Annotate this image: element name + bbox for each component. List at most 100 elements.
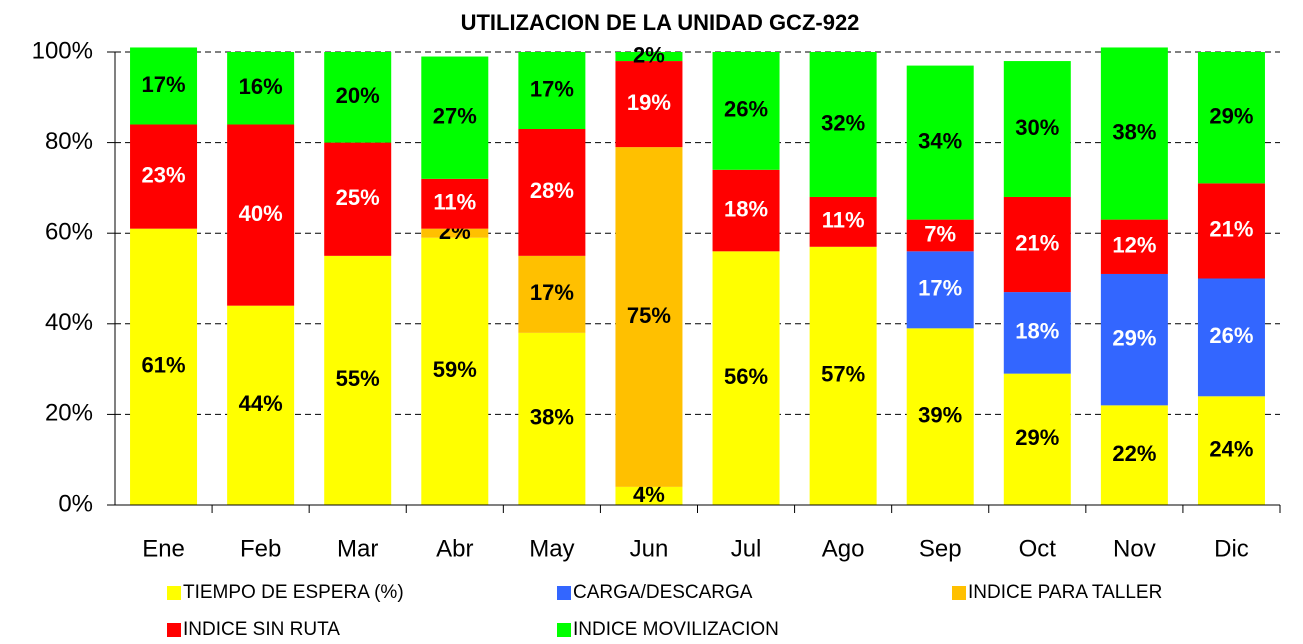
bar-segment bbox=[1003, 61, 1071, 197]
bar-segment bbox=[518, 52, 586, 130]
bar-segment bbox=[1003, 373, 1071, 505]
bar-segment bbox=[227, 52, 295, 125]
bar-segment bbox=[227, 124, 295, 306]
bar-segment bbox=[518, 129, 586, 256]
bar-segment bbox=[615, 486, 683, 505]
bar-segment bbox=[906, 219, 974, 252]
legend-label: INDICE MOVILIZACION bbox=[573, 619, 779, 640]
data-label: 17% bbox=[142, 72, 186, 97]
y-tick-label: 60% bbox=[45, 219, 93, 246]
x-tick-label: Nov bbox=[1113, 535, 1156, 562]
data-label: 38% bbox=[530, 405, 574, 430]
data-label: 39% bbox=[918, 402, 962, 427]
data-label: 26% bbox=[724, 97, 768, 122]
data-label: 11% bbox=[822, 208, 865, 233]
data-label: 7% bbox=[924, 221, 956, 246]
data-label: 32% bbox=[821, 110, 865, 135]
y-tick-label: 80% bbox=[45, 128, 93, 155]
bar-segment bbox=[518, 255, 586, 333]
legend-label: INDICE PARA TALLER bbox=[968, 582, 1162, 603]
bar-segment bbox=[421, 237, 489, 506]
data-label: 18% bbox=[1015, 319, 1059, 344]
legend-swatch bbox=[557, 586, 571, 600]
data-label: 30% bbox=[1015, 115, 1059, 140]
data-label: 17% bbox=[530, 280, 574, 305]
x-tick-label: Abr bbox=[436, 535, 473, 562]
data-label: 22% bbox=[1112, 441, 1156, 466]
data-label: 25% bbox=[336, 185, 380, 210]
bar-segment bbox=[227, 305, 295, 505]
bar-segment bbox=[809, 52, 877, 197]
data-label: 56% bbox=[724, 364, 768, 389]
bar-segment bbox=[906, 251, 974, 329]
data-label: 55% bbox=[336, 366, 380, 391]
bar-segment bbox=[1197, 278, 1265, 397]
data-label: 24% bbox=[1209, 436, 1253, 461]
legend-swatch bbox=[557, 623, 571, 637]
bar-segment bbox=[421, 228, 489, 238]
x-tick-label: May bbox=[529, 535, 574, 562]
x-tick-label: Ene bbox=[142, 535, 185, 562]
data-label: 12% bbox=[1112, 233, 1156, 258]
legend-swatch bbox=[952, 586, 966, 600]
bar-segment bbox=[130, 47, 198, 125]
bar-segment bbox=[421, 56, 489, 179]
data-label: 26% bbox=[1209, 323, 1253, 348]
data-label: 2% bbox=[633, 42, 665, 67]
bar-segment bbox=[324, 52, 392, 143]
data-label: 28% bbox=[530, 178, 574, 203]
data-label: 17% bbox=[918, 276, 962, 301]
bar-segment bbox=[1197, 183, 1265, 279]
bar-segment bbox=[712, 52, 780, 170]
bar-segment bbox=[615, 52, 683, 62]
bar-segment bbox=[130, 124, 198, 229]
x-tick-label: Feb bbox=[240, 535, 281, 562]
data-label: 29% bbox=[1209, 103, 1253, 128]
data-label: 17% bbox=[530, 76, 574, 101]
x-tick-label: Ago bbox=[822, 535, 865, 562]
y-tick-label: 40% bbox=[45, 309, 93, 336]
data-label: 40% bbox=[239, 201, 283, 226]
y-tick-label: 20% bbox=[45, 400, 93, 427]
bar-segment bbox=[809, 196, 877, 247]
data-label: 29% bbox=[1015, 425, 1059, 450]
data-label: 61% bbox=[142, 353, 186, 378]
x-tick-label: Oct bbox=[1019, 535, 1057, 562]
bar-segment bbox=[615, 61, 683, 148]
data-label: 57% bbox=[821, 362, 865, 387]
bar-segment bbox=[324, 142, 392, 256]
data-label: 29% bbox=[1112, 325, 1156, 350]
data-label: 20% bbox=[336, 83, 380, 108]
bar-segment bbox=[324, 255, 392, 505]
chart-title: UTILIZACION DE LA UNIDAD GCZ-922 bbox=[461, 10, 860, 35]
legend-swatch bbox=[167, 623, 181, 637]
x-tick-label: Dic bbox=[1214, 535, 1249, 562]
bar-segment bbox=[1100, 273, 1168, 406]
bar-segment bbox=[421, 178, 489, 229]
x-tick-label: Jul bbox=[731, 535, 762, 562]
bar-segment bbox=[712, 251, 780, 505]
legend-label: INDICE SIN RUTA bbox=[183, 619, 340, 640]
data-label: 44% bbox=[239, 391, 283, 416]
bar-segment bbox=[809, 246, 877, 506]
data-label: 18% bbox=[724, 196, 768, 221]
legend-swatch bbox=[167, 586, 181, 600]
legend-label: CARGA/DESCARGA bbox=[573, 582, 753, 603]
bar-segment bbox=[1003, 292, 1071, 374]
data-label: 23% bbox=[142, 162, 186, 187]
bar-segment bbox=[1197, 396, 1265, 505]
y-tick-label: 100% bbox=[32, 37, 93, 64]
bar-segment bbox=[906, 328, 974, 505]
data-label: 19% bbox=[627, 90, 671, 115]
data-label: 11% bbox=[433, 190, 476, 215]
bar-segment bbox=[130, 228, 198, 506]
data-label: 38% bbox=[1112, 119, 1156, 144]
bar-segment bbox=[1100, 47, 1168, 220]
bar-segment bbox=[615, 147, 683, 487]
data-label: 34% bbox=[918, 128, 962, 153]
x-tick-label: Jun bbox=[630, 535, 669, 562]
legend-label: TIEMPO DE ESPERA (%) bbox=[183, 582, 404, 603]
bar-segment bbox=[1100, 219, 1168, 274]
data-label: 75% bbox=[627, 303, 671, 328]
